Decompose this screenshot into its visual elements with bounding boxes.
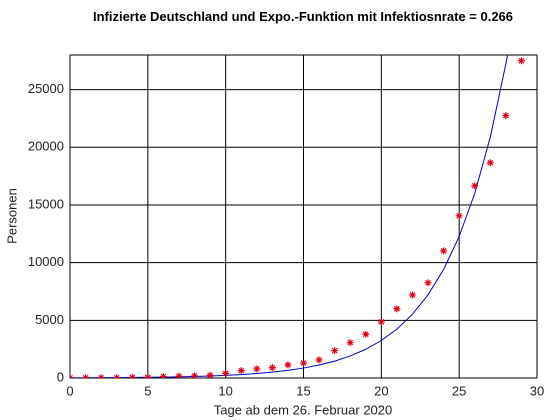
asterisk-marker — [284, 361, 292, 369]
curve — [70, 55, 508, 378]
x-tick-label: 10 — [218, 383, 232, 398]
asterisk-marker — [253, 365, 261, 373]
x-tick-label: 20 — [374, 383, 388, 398]
y-axis-label: Personen — [4, 188, 19, 244]
asterisk-marker — [471, 182, 479, 190]
x-tick-label: 30 — [530, 383, 544, 398]
y-tick-label: 10000 — [28, 254, 64, 269]
y-tick-label: 25000 — [28, 81, 64, 96]
asterisk-marker — [408, 291, 416, 299]
asterisk-marker — [191, 372, 199, 378]
asterisk-marker — [362, 330, 370, 338]
y-tick-label: 20000 — [28, 139, 64, 154]
x-axis-label: Tage ab dem 26. Februar 2020 — [214, 402, 393, 417]
asterisk-marker — [82, 374, 90, 378]
asterisk-marker — [300, 359, 307, 367]
asterisk-marker — [455, 212, 463, 220]
asterisk-marker — [128, 373, 136, 378]
y-tick-label: 0 — [57, 369, 64, 384]
asterisk-marker — [331, 347, 339, 355]
plot-frame — [69, 54, 538, 379]
asterisk-marker — [346, 339, 354, 347]
x-tick-label: 5 — [144, 383, 151, 398]
asterisk-marker — [315, 356, 323, 364]
asterisk-marker — [502, 112, 510, 120]
x-tick-label: 0 — [66, 383, 73, 398]
chart-title: Infizierte Deutschland und Expo.-Funktio… — [92, 9, 514, 24]
asterisk-marker — [377, 318, 385, 326]
asterisk-marker — [237, 367, 245, 375]
asterisk-marker — [268, 364, 276, 372]
x-tick-label: 25 — [452, 383, 466, 398]
asterisk-marker — [70, 374, 74, 378]
plot-area — [70, 55, 525, 378]
y-tick-label: 15000 — [28, 196, 64, 211]
asterisk-marker — [222, 369, 230, 377]
asterisk-marker — [440, 247, 448, 255]
asterisk-marker — [159, 373, 167, 378]
asterisk-marker — [517, 57, 525, 65]
asterisk-marker — [393, 305, 401, 313]
asterisk-marker — [113, 374, 121, 378]
asterisk-marker — [97, 374, 105, 378]
asterisk-marker — [206, 371, 214, 378]
asterisk-marker — [175, 372, 183, 378]
y-tick-label: 5000 — [35, 312, 64, 327]
asterisk-marker — [144, 373, 152, 378]
asterisk-marker — [424, 279, 432, 287]
asterisk-marker — [486, 159, 494, 167]
x-tick-label: 15 — [296, 383, 310, 398]
